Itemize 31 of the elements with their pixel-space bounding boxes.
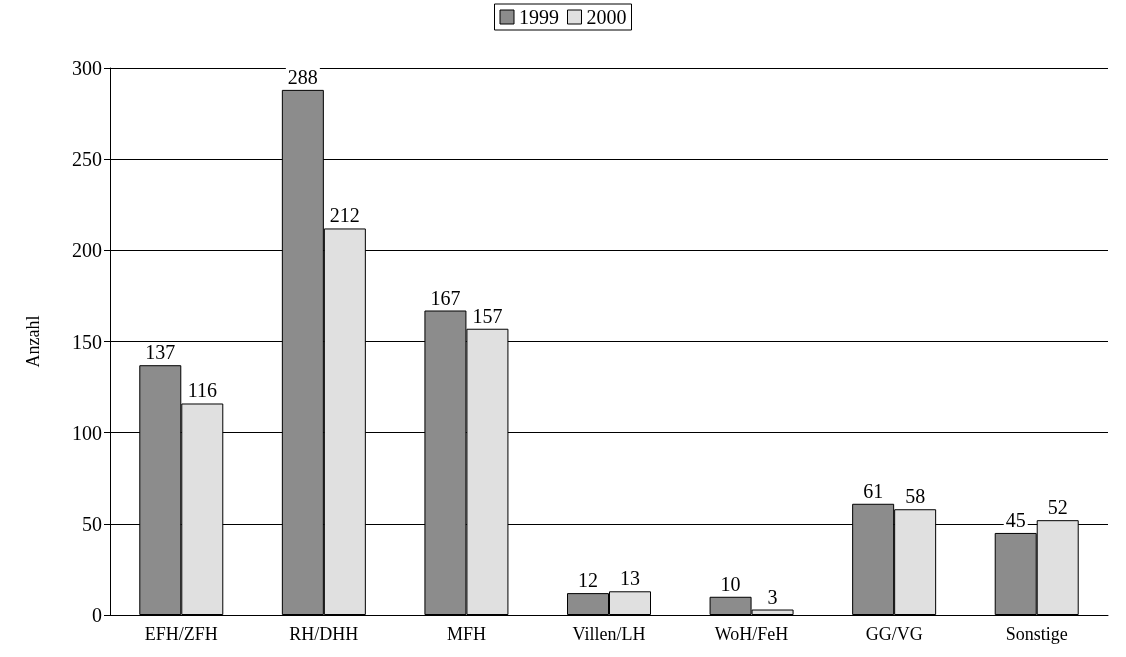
data-label: 12 — [578, 569, 598, 592]
data-label: 61 — [863, 479, 884, 502]
data-label: 288 — [287, 65, 318, 88]
y-tick-label: 150 — [72, 330, 102, 353]
x-tick-label: Sonstige — [1005, 624, 1068, 644]
data-label: 137 — [145, 341, 176, 364]
x-tick-label: MFH — [446, 624, 486, 644]
y-tick-label: 50 — [82, 512, 102, 535]
x-tick-label: EFH/ZFH — [144, 624, 218, 644]
data-label: 157 — [472, 304, 503, 327]
y-tick-label: 0 — [92, 604, 102, 626]
data-label: 3 — [767, 585, 778, 608]
y-tick-label: 250 — [72, 148, 102, 171]
y-tick-label: 200 — [72, 239, 102, 262]
data-label: 116 — [187, 379, 217, 402]
y-tick-label: 300 — [72, 57, 102, 79]
data-label: 10 — [720, 572, 741, 595]
data-label: 45 — [1005, 508, 1026, 531]
x-tick-label: Villen/LH — [572, 624, 646, 644]
x-tick-label: WoH/FeH — [714, 624, 789, 644]
data-label: 58 — [905, 485, 926, 508]
legend-label: 1999 — [519, 6, 559, 28]
x-tick-label: RH/DHH — [289, 624, 359, 644]
legend-label: 2000 — [586, 6, 627, 28]
y-axis-title: Anzahl — [23, 315, 43, 368]
data-label: 212 — [329, 204, 360, 227]
data-label: 13 — [620, 567, 640, 590]
data-label: 52 — [1047, 496, 1068, 519]
y-tick-label: 100 — [72, 421, 102, 444]
x-tick-label: GG/VG — [865, 624, 923, 644]
data-label: 167 — [430, 286, 461, 309]
